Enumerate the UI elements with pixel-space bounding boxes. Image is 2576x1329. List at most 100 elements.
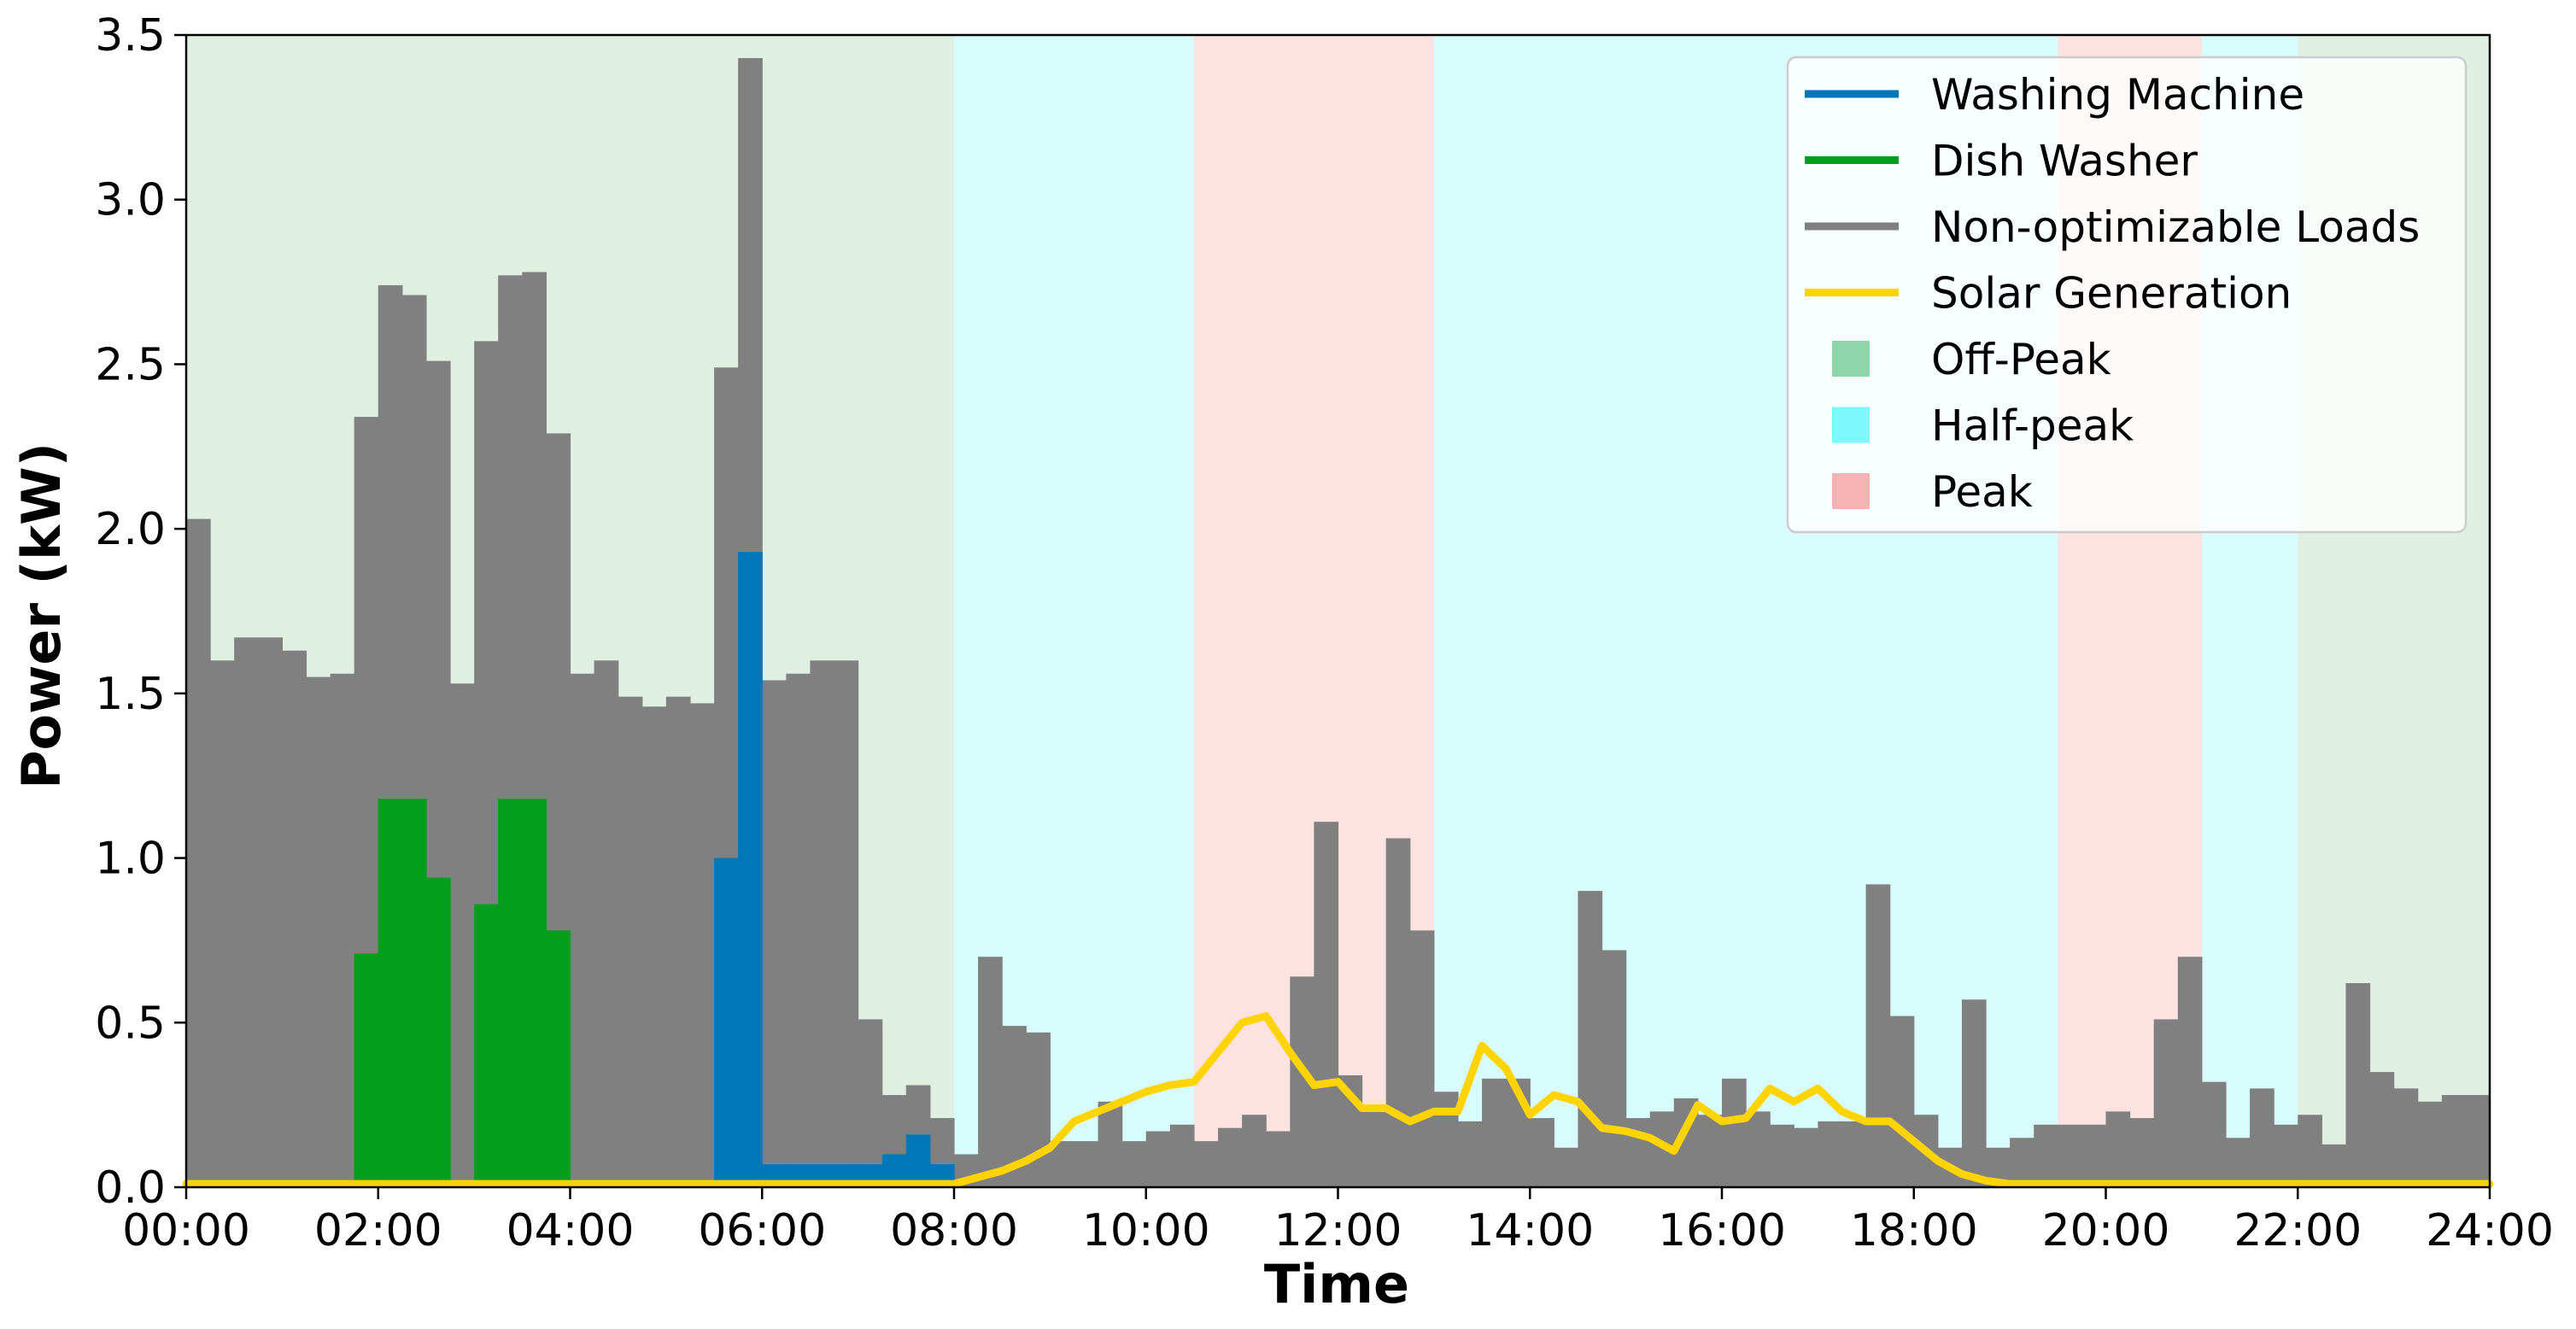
non-optimizable-bar-85 <box>2225 1138 2251 1187</box>
non-optimizable-bar-91 <box>2369 1072 2395 1187</box>
non-optimizable-bar-87 <box>2274 1124 2298 1187</box>
non-optimizable-bar-95 <box>2465 1095 2491 1187</box>
non-optimizable-bar-45 <box>1266 1131 1291 1187</box>
non-optimizable-bar-17 <box>594 660 619 1187</box>
x-axis-label: Time <box>1264 1253 1409 1315</box>
legend-swatch-peak <box>1832 473 1870 509</box>
x-tick-label-1: 02:00 <box>314 1205 442 1256</box>
non-optimizable-bar-16 <box>570 673 595 1187</box>
non-optimizable-bar-20 <box>665 696 691 1187</box>
non-optimizable-bar-81 <box>2129 1118 2155 1187</box>
non-optimizable-bar-18 <box>618 696 643 1187</box>
non-optimizable-bar-82 <box>2153 1019 2179 1187</box>
solar-generation-line <box>182 1012 2494 1188</box>
solar-generation-polyline <box>182 1012 2494 1188</box>
non-optimizable-bar-5 <box>306 676 331 1187</box>
non-optimizable-bar-40 <box>1145 1131 1171 1187</box>
x-tick-label-12: 24:00 <box>2426 1205 2554 1256</box>
x-tick-label-10: 20:00 <box>2042 1205 2170 1256</box>
y-axis-label: Power (kW) <box>10 442 73 789</box>
non-optimizable-bar-93 <box>2417 1101 2443 1187</box>
legend-label-peak: Peak <box>1931 467 2033 517</box>
non-optimizable-bar-44 <box>1242 1115 1267 1187</box>
non-optimizable-bar-77 <box>2034 1124 2058 1187</box>
non-optimizable-bar-3 <box>258 637 283 1187</box>
dish-washer-bar-10 <box>425 877 451 1187</box>
y-tick-label-6: 3.0 <box>95 175 166 226</box>
legend-swatch-off-peak <box>1832 341 1870 377</box>
non-optimizable-bar-78 <box>2058 1124 2083 1187</box>
dish-washer-bar-12 <box>474 904 499 1187</box>
non-optimizable-bar-80 <box>2105 1111 2131 1187</box>
dish-washer-bar-8 <box>378 799 403 1187</box>
axes: 00:00 02:00 04:00 06:00 08:00 10:00 12:00 14:00… <box>95 10 2554 1256</box>
non-optimizable-bar-86 <box>2250 1088 2274 1187</box>
washing-machine-bar-30 <box>905 1134 931 1187</box>
non-optimizable-bar-33 <box>978 957 1003 1187</box>
non-optimizable-bar-6 <box>330 673 355 1187</box>
non-optimizable-bar-11 <box>450 683 475 1187</box>
non-optimizable-bar-19 <box>641 706 667 1187</box>
y-tick-label-5: 2.5 <box>95 339 166 390</box>
y-tick-label-3: 1.5 <box>95 669 166 720</box>
dish-washer-bar-14 <box>522 799 547 1187</box>
non-optimizable-bar-39 <box>1121 1141 1147 1187</box>
non-optimizable-bar-35 <box>1026 1032 1051 1187</box>
legend-label-solar-generation: Solar Generation <box>1931 269 2292 319</box>
non-optimizable-bar-84 <box>2201 1081 2227 1187</box>
non-optimizable-bar-69 <box>1841 1121 1867 1187</box>
y-tick-label-1: 0.5 <box>95 998 166 1049</box>
non-optimizable-bar-50 <box>1385 838 1411 1187</box>
legend: Washing Machine Dish Washer Non-optimizabl… <box>1786 56 2468 534</box>
x-tick-label-8: 16:00 <box>1658 1205 1786 1256</box>
non-optimizable-bar-74 <box>1961 999 1987 1187</box>
non-optimizable-bar-38 <box>1098 1101 1123 1187</box>
non-optimizable-bar-52 <box>1433 1092 1459 1187</box>
non-optimizable-bar-54 <box>1482 1078 1507 1187</box>
non-optimizable-bar-64 <box>1722 1078 1747 1187</box>
legend-label-off-peak: Off-Peak <box>1931 335 2111 384</box>
x-tick-label-5: 10:00 <box>1082 1205 1210 1256</box>
non-optimizable-bar-79 <box>2081 1124 2107 1187</box>
non-optimizable-bar-68 <box>1818 1121 1843 1187</box>
non-optimizable-bar-49 <box>1361 1104 1387 1187</box>
non-optimizable-bar-59 <box>1601 950 1627 1187</box>
non-optimizable-bar-70 <box>1865 884 1891 1187</box>
legend-swatch-half-peak <box>1832 407 1870 443</box>
non-optimizable-bars <box>186 57 2491 1188</box>
dish-washer-bar-7 <box>354 953 379 1187</box>
non-optimizable-bar-57 <box>1554 1147 1579 1187</box>
non-optimizable-bar-26 <box>810 660 835 1187</box>
y-tick-label-0: 0.0 <box>95 1162 166 1214</box>
non-optimizable-bar-37 <box>1074 1141 1099 1187</box>
y-tick-label-4: 2.0 <box>95 504 166 555</box>
non-optimizable-bar-28 <box>858 1019 883 1187</box>
washing-machine-bar-22 <box>714 858 739 1187</box>
dish-washer-bar-15 <box>546 930 571 1187</box>
dish-washer-bar-9 <box>401 799 427 1187</box>
non-optimizable-bar-2 <box>234 637 259 1187</box>
non-optimizable-bar-41 <box>1169 1124 1195 1187</box>
x-tick-label-7: 14:00 <box>1466 1205 1594 1256</box>
y-tick-label-2: 1.0 <box>95 834 166 885</box>
non-optimizable-bar-1 <box>210 660 235 1187</box>
washing-machine-bar-23 <box>738 552 763 1187</box>
non-optimizable-bar-90 <box>2345 983 2371 1187</box>
x-tick-label-3: 06:00 <box>698 1205 826 1256</box>
non-optimizable-bar-51 <box>1409 930 1435 1187</box>
non-optimizable-bar-56 <box>1530 1118 1554 1187</box>
legend-label-dish-washer: Dish Washer <box>1931 137 2198 186</box>
legend-label-half-peak: Half-peak <box>1931 401 2134 451</box>
legend-label-washing-machine: Washing Machine <box>1931 70 2304 120</box>
legend-box <box>1786 56 2468 534</box>
y-tick-label-7: 3.5 <box>95 10 166 61</box>
dish-washer-bars <box>354 799 571 1187</box>
x-tick-label-0: 00:00 <box>122 1205 250 1256</box>
non-optimizable-bar-47 <box>1314 822 1339 1187</box>
non-optimizable-bar-83 <box>2177 957 2203 1187</box>
non-optimizable-bar-21 <box>689 703 715 1187</box>
non-optimizable-bar-24 <box>762 680 787 1187</box>
non-optimizable-bar-66 <box>1770 1124 1794 1187</box>
non-optimizable-bar-25 <box>786 673 811 1187</box>
